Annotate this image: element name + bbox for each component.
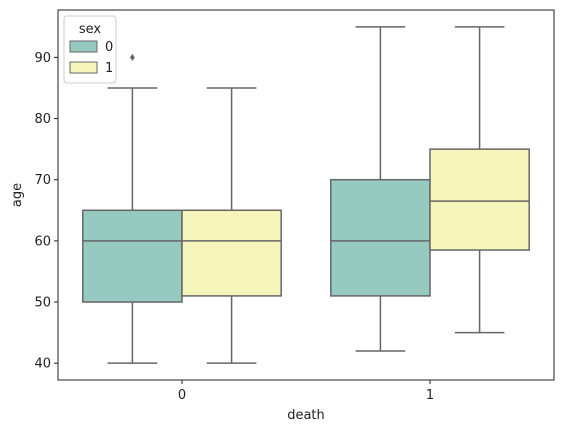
legend-title: sex	[79, 22, 102, 37]
x-axis-label: death	[287, 408, 325, 423]
legend: sex 0 1	[63, 15, 117, 84]
boxes-layer	[82, 26, 530, 364]
y-tick-label-70: 70	[34, 173, 51, 188]
box-group-death-1-sex-0	[330, 26, 431, 352]
axes-layer: 40 50 60 70 80 90 0 1	[34, 51, 434, 403]
legend-label-sex-1: 1	[105, 61, 113, 76]
x-tick-label-0: 0	[178, 388, 186, 403]
box-death-0-sex-1	[181, 209, 282, 297]
box-group-death-1-sex-1	[429, 26, 530, 334]
y-tick-label-90: 90	[34, 51, 51, 66]
plot-frame	[57, 9, 555, 381]
box-group-death-0-sex-0	[82, 53, 183, 364]
outlier-marker-death-0-sex-0-0	[129, 53, 135, 61]
y-tick-label-50: 50	[34, 296, 51, 311]
y-tick-label-60: 60	[34, 234, 51, 249]
x-tick-label-1: 1	[426, 388, 434, 403]
legend-swatch-sex-0	[69, 40, 98, 53]
box-group-death-0-sex-1	[181, 87, 282, 364]
y-tick-label-80: 80	[34, 112, 51, 127]
box-death-1-sex-1	[429, 148, 530, 251]
box-death-1-sex-0	[330, 178, 431, 297]
box-death-0-sex-0	[82, 209, 183, 303]
y-axis-label: age	[10, 183, 25, 207]
legend-label-sex-0: 0	[105, 40, 113, 55]
y-tick-label-40: 40	[34, 357, 51, 372]
legend-swatch-sex-1	[69, 61, 98, 74]
